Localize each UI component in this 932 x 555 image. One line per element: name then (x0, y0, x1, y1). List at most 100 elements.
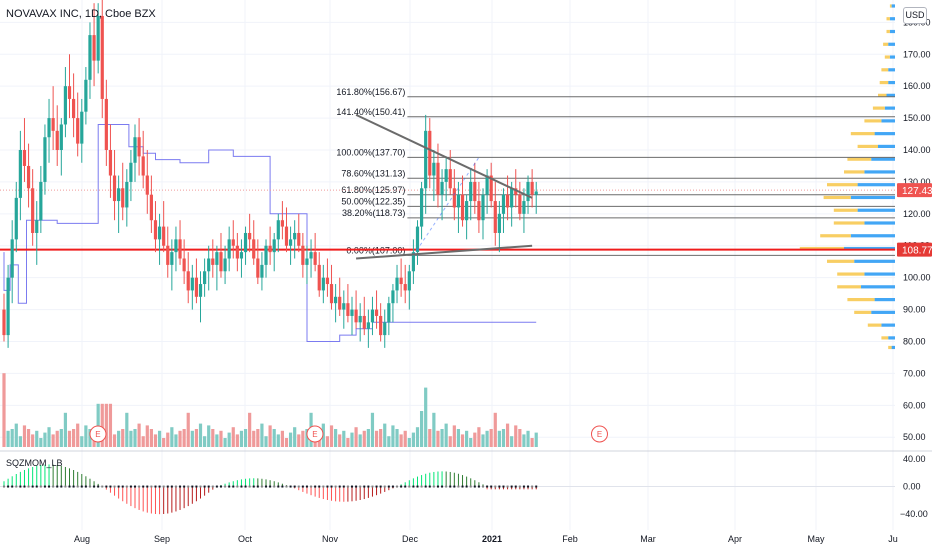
candle-body (469, 181, 473, 202)
squeeze-dot (146, 485, 149, 488)
volume-bar (121, 429, 125, 447)
candle-body (121, 188, 125, 208)
volume-bar (268, 425, 272, 447)
squeeze-dot (179, 485, 182, 488)
candle-body (88, 35, 92, 80)
volume-bar (501, 429, 506, 447)
candle-body (145, 175, 149, 195)
volume-profile-bar-down (857, 144, 878, 149)
squeeze-dot (281, 485, 284, 488)
candle-body (334, 296, 338, 304)
volume-profile-bar-down (884, 55, 890, 59)
squeeze-dot (109, 485, 112, 488)
candle-body (96, 15, 100, 61)
volume-profile-bar-up (850, 195, 895, 200)
squeeze-dot (11, 485, 14, 488)
candle-body (268, 245, 272, 253)
price-axis-label: 120.00 (903, 209, 931, 219)
squeeze-dot (224, 485, 227, 488)
volume-bar (477, 427, 481, 447)
squeeze-dot (326, 485, 329, 488)
candle-body (358, 315, 362, 323)
volume-bar (370, 412, 375, 447)
squeeze-dot (88, 485, 91, 488)
candle-body (55, 130, 59, 150)
volume-bar (117, 430, 121, 447)
volume-bar (190, 430, 194, 447)
candle-body (354, 309, 358, 323)
candle-body (186, 271, 190, 291)
volume-bar (47, 427, 51, 447)
candle-body (415, 226, 420, 253)
volume-bar (534, 432, 538, 447)
volume-profile-bar-up (886, 93, 895, 97)
candle-body (510, 188, 514, 208)
price-axis-label: 70.00 (903, 368, 926, 378)
volume-bar (415, 427, 420, 447)
squeeze-dot (486, 485, 489, 488)
candle-body (493, 201, 497, 233)
squeeze-dot (150, 485, 153, 488)
candle-body (395, 277, 399, 291)
volume-bar (456, 429, 461, 447)
volume-profile-bar-down (847, 298, 875, 302)
price-axis-label: 90.00 (903, 305, 926, 315)
volume-bar (166, 432, 170, 447)
indicator-label[interactable]: SQZMOM_LB (6, 458, 63, 468)
squeeze-dot (97, 485, 100, 488)
squeeze-dot (134, 485, 137, 488)
candle-body (403, 284, 407, 291)
fib-level-label: 38.20%(118.73) (342, 208, 405, 218)
volume-profile-bar-up (881, 119, 895, 123)
volume-profile-bar-up (881, 323, 895, 327)
candle-body (203, 271, 207, 285)
squeeze-axis-label: 40.00 (903, 454, 926, 464)
candle-body (370, 309, 375, 323)
volume-bar (22, 425, 27, 447)
candle-body (419, 188, 424, 227)
volume-bar (67, 430, 72, 447)
squeeze-axis-label: 0.00 (903, 482, 921, 492)
volume-profile-bar-up (874, 298, 895, 302)
volume-profile-bar-down (854, 310, 872, 314)
volume-bar (256, 429, 260, 447)
volume-bar (448, 436, 452, 447)
squeeze-dot (117, 485, 120, 488)
squeeze-dot (68, 485, 71, 488)
squeeze-dot (383, 485, 386, 488)
volume-bar (211, 429, 215, 447)
candle-body (43, 137, 47, 182)
candle-body (276, 220, 280, 240)
squeeze-dot (375, 485, 378, 488)
volume-profile-bar-down (847, 157, 872, 161)
volume-bar (497, 430, 501, 447)
squeeze-dot (371, 485, 374, 488)
volume-bar (198, 423, 203, 447)
time-axis-label: Apr (728, 534, 742, 544)
currency-button[interactable]: USD (903, 7, 927, 24)
squeeze-dot (498, 485, 501, 488)
volume-bar (39, 438, 43, 447)
volume-bar (288, 432, 293, 447)
volume-bar (43, 432, 47, 447)
squeeze-dot (125, 485, 128, 488)
volume-bar (481, 434, 485, 447)
squeeze-dot (7, 485, 10, 488)
candle-body (166, 245, 170, 265)
candle-body (31, 188, 35, 233)
candle-body (133, 137, 137, 163)
candle-body (223, 258, 227, 272)
candle-body (215, 252, 219, 265)
volume-bar (419, 411, 424, 447)
volume-bar (203, 436, 207, 447)
squeeze-dot (301, 485, 304, 488)
volume-profile-bar-up (871, 157, 895, 161)
volume-bar (51, 434, 55, 447)
squeeze-dot (105, 485, 108, 488)
volume-profile-bar-down (881, 336, 889, 340)
symbol-title[interactable]: NOVAVAX INC, 1D, Cboe BZX (6, 8, 156, 20)
volume-bar (133, 429, 137, 447)
time-axis-label: 2021 (482, 534, 502, 544)
candle-body (293, 232, 297, 240)
